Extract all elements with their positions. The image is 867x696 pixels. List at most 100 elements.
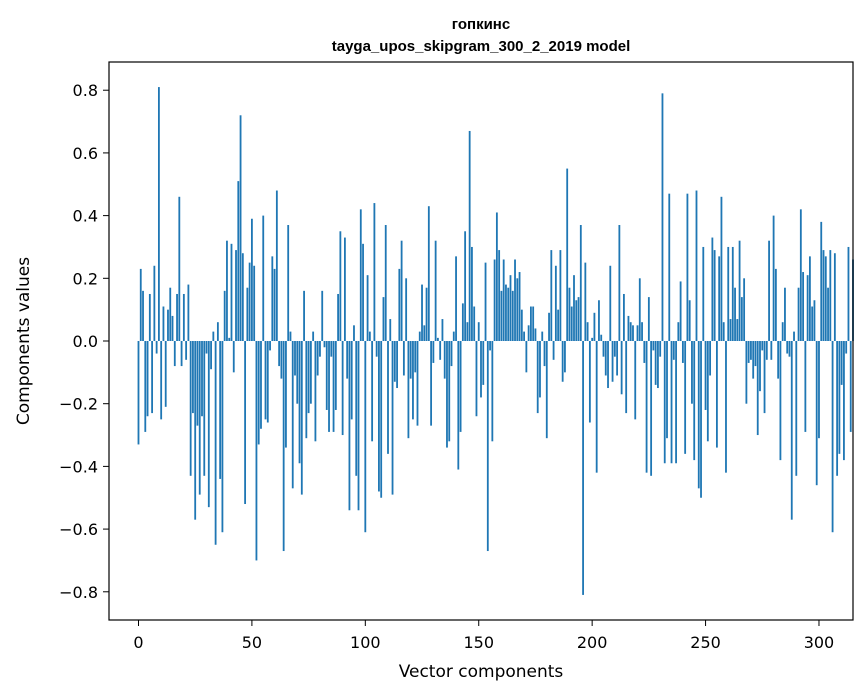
bar — [527, 325, 530, 341]
y-axis: −0.8 −0.6 −0.4 −0.2 0.0 0.2 0.4 0.6 0.8 — [59, 81, 109, 602]
bar — [471, 246, 473, 341]
bar — [568, 287, 571, 341]
bar — [525, 341, 528, 373]
bar — [840, 341, 843, 385]
bar — [452, 331, 455, 341]
bar — [770, 341, 773, 360]
bar — [681, 341, 684, 363]
bar — [436, 337, 439, 341]
bar — [192, 341, 194, 414]
bar — [514, 259, 516, 341]
bar — [348, 341, 351, 511]
bar — [706, 341, 709, 442]
bar — [561, 341, 564, 382]
bar — [482, 341, 485, 385]
bar — [818, 341, 820, 439]
bar — [341, 341, 344, 436]
bar — [450, 341, 453, 367]
bar — [330, 341, 333, 357]
bar — [836, 341, 839, 476]
bar — [339, 231, 342, 341]
bar — [702, 246, 705, 341]
bar — [323, 341, 326, 348]
bar — [693, 341, 696, 461]
bar — [552, 341, 555, 360]
bar — [378, 341, 380, 492]
bar — [334, 341, 337, 410]
bar — [704, 341, 707, 410]
bar — [164, 341, 167, 407]
bar — [500, 290, 503, 341]
bar — [137, 341, 140, 445]
bar — [784, 287, 786, 341]
bar — [729, 319, 732, 341]
bar — [280, 341, 283, 379]
bar — [273, 268, 276, 341]
bar — [289, 331, 292, 341]
bar — [843, 341, 845, 461]
bar — [691, 341, 693, 404]
bar — [346, 341, 349, 379]
bar — [486, 341, 489, 552]
bar — [343, 237, 346, 341]
bar — [657, 341, 659, 389]
bar — [305, 341, 308, 439]
y-tick-label: 0.8 — [73, 81, 98, 100]
bar — [824, 256, 827, 341]
bar — [418, 331, 421, 341]
bar — [423, 325, 426, 341]
bar — [495, 212, 498, 341]
bar — [328, 341, 330, 432]
bar — [734, 287, 736, 341]
bar — [611, 341, 614, 382]
bar — [715, 341, 718, 448]
bar — [393, 341, 396, 382]
bar — [312, 331, 315, 341]
bar — [380, 341, 383, 498]
bar — [564, 341, 566, 373]
bar — [151, 341, 154, 414]
bar — [618, 225, 621, 341]
bar — [457, 341, 460, 470]
bar — [799, 209, 802, 341]
bar — [146, 341, 149, 417]
bar — [591, 337, 594, 341]
bar — [466, 322, 469, 341]
bar — [464, 231, 467, 341]
bar — [432, 341, 435, 363]
bar — [709, 341, 712, 376]
bar — [713, 250, 716, 341]
bar — [720, 196, 723, 341]
bar — [355, 341, 358, 476]
bar — [600, 334, 603, 341]
bar — [139, 268, 142, 341]
bar — [409, 341, 412, 379]
bar — [396, 341, 398, 389]
bar — [448, 341, 451, 442]
bar — [557, 309, 560, 341]
bar — [468, 130, 471, 341]
bar — [790, 341, 793, 520]
x-axis-label: Vector components — [399, 662, 564, 682]
bar — [368, 331, 371, 341]
bar — [337, 293, 340, 341]
bar — [148, 293, 151, 341]
x-tick-label: 200 — [577, 633, 608, 652]
bar — [584, 262, 587, 341]
bar — [237, 181, 240, 341]
bar — [473, 306, 476, 341]
y-tick-label: 0.6 — [73, 144, 98, 163]
bar — [142, 290, 144, 341]
bar — [545, 341, 548, 439]
bar — [230, 243, 233, 341]
bar — [523, 331, 526, 341]
x-tick-label: 150 — [463, 633, 494, 652]
bar — [332, 341, 335, 432]
bar — [582, 341, 584, 595]
bar — [548, 312, 550, 341]
bar — [353, 325, 355, 341]
bar — [670, 341, 673, 464]
bar — [747, 341, 750, 363]
bar — [573, 275, 575, 341]
bar — [373, 203, 376, 341]
